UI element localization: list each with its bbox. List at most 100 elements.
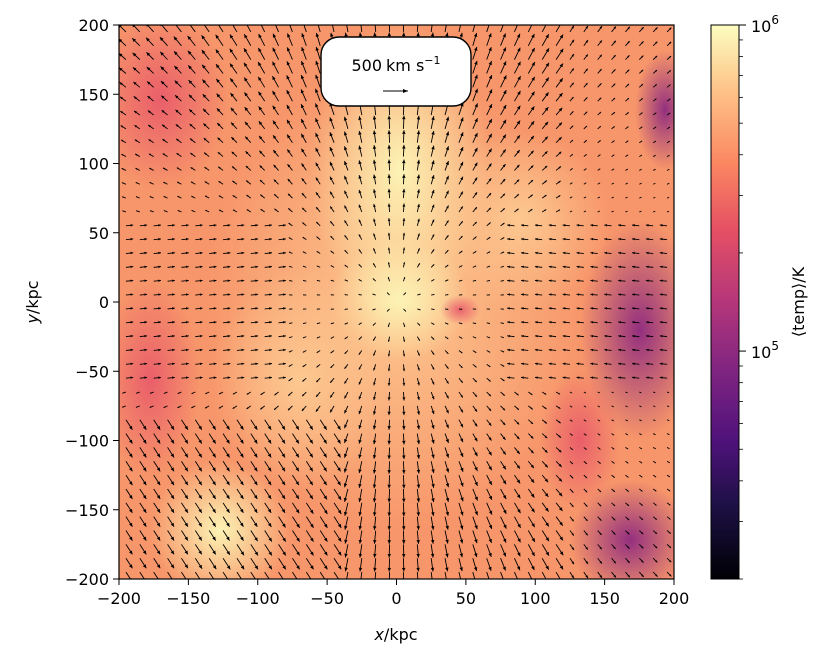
quiver-arrowhead: [576, 320, 580, 324]
quiver-arrowhead: [627, 41, 630, 44]
quiver-arrowhead: [640, 98, 643, 100]
quiver-arrowhead: [618, 362, 621, 366]
quiver-arrowhead: [585, 476, 588, 479]
quiver-arrowhead: [323, 467, 327, 472]
quiver-arrowhead: [571, 518, 574, 522]
quiver-arrowhead: [302, 222, 305, 225]
quiver-arrowhead: [373, 218, 376, 222]
quiver-arrowhead: [296, 523, 300, 528]
quiver-arrowhead: [544, 435, 548, 439]
quiver-arrowhead: [562, 320, 566, 324]
quiver-arrowhead: [268, 551, 272, 556]
quiver-arrowhead: [190, 167, 193, 170]
quiver-arrowhead: [343, 468, 348, 473]
quiver-arrow: [652, 154, 656, 157]
quiver-arrowhead: [488, 393, 491, 397]
quiver-arrowhead: [640, 489, 643, 492]
quiver-arrowhead: [212, 439, 216, 444]
quiver-arrowhead: [488, 47, 492, 52]
quiver-arrowhead: [416, 567, 420, 572]
quiver-arrowhead: [604, 348, 608, 352]
quiver-arrowhead: [337, 523, 342, 528]
quiver-arrowhead: [119, 38, 123, 43]
quiver-arrowhead: [281, 508, 286, 513]
quiver-arrowhead: [618, 320, 621, 324]
quiver-arrowhead: [283, 265, 286, 269]
quiver-arrowhead: [216, 93, 221, 98]
quiver-arrowhead: [558, 122, 562, 126]
quiver-arrowhead: [315, 103, 319, 108]
quiver-arrowhead: [545, 77, 549, 82]
quiver-arrowhead: [358, 308, 360, 310]
quiver-arrowhead: [417, 218, 420, 222]
quiver-arrowhead: [372, 145, 377, 149]
quiver-arrowhead: [488, 75, 493, 80]
quiver-arrowhead: [243, 48, 248, 53]
quiver-arrowhead: [474, 437, 478, 442]
quiver-arrowhead: [641, 546, 644, 549]
quiver-arrowhead: [241, 279, 245, 283]
quiver-arrowhead: [323, 551, 328, 556]
quiver-arrow: [611, 168, 615, 171]
quiver-arrowhead: [343, 116, 348, 121]
quiver-arrow: [611, 196, 614, 199]
quiver-arrowhead: [585, 25, 588, 29]
quiver-arrowhead: [388, 339, 390, 342]
quiver-arrowhead: [488, 495, 492, 500]
quiver-arrowhead: [387, 426, 391, 430]
quiver-arrowhead: [188, 94, 193, 99]
quiver-arrowhead: [460, 409, 463, 413]
quiver-arrowhead: [507, 348, 510, 352]
quiver-arrowhead: [474, 337, 477, 339]
quiver-arrowhead: [190, 152, 193, 156]
quiver-arrowhead: [530, 106, 535, 111]
quiver-arrowhead: [417, 382, 420, 386]
quiver-arrowhead: [156, 550, 161, 555]
quiver-arrowhead: [253, 522, 258, 527]
quiver-arrowhead: [232, 166, 235, 169]
quiver-arrowhead: [189, 123, 193, 127]
quiver-arrowhead: [283, 224, 286, 227]
quiver-arrowhead: [358, 145, 362, 150]
quiver-arrowhead: [213, 376, 217, 379]
quiver-arrowhead: [146, 52, 151, 57]
quiver-arrowhead: [130, 334, 134, 338]
quiver-arrowhead: [641, 69, 644, 72]
quiver-arrowhead: [358, 469, 362, 474]
quiver-arrowhead: [445, 161, 449, 166]
quiver-arrowhead: [668, 70, 671, 73]
quiver-arrowhead: [585, 68, 588, 72]
quiver-arrowhead: [330, 19, 333, 23]
quiver-arrowhead: [576, 265, 580, 269]
quiver-arrowhead: [272, 120, 277, 125]
quiver-arrowhead: [599, 546, 602, 550]
quiver-arrowhead: [286, 61, 291, 66]
x-tick-label: −150: [166, 589, 210, 608]
quiver-arrowhead: [517, 61, 521, 66]
quiver-arrowhead: [258, 91, 262, 96]
quiver-arrowhead: [129, 550, 133, 555]
quiver-arrowhead: [205, 210, 208, 212]
quiver-arrowhead: [655, 41, 658, 44]
quiver-arrowhead: [344, 438, 348, 443]
quiver-arrowhead: [502, 451, 506, 455]
quiver-arrowhead: [172, 237, 175, 241]
quiver-arrow: [260, 25, 266, 33]
quiver-arrowhead: [545, 507, 549, 512]
quiver-arrowhead: [534, 362, 538, 366]
quiver-arrowhead: [323, 537, 328, 542]
quiver-arrowhead: [416, 19, 419, 23]
quiver-arrowhead: [562, 265, 566, 269]
quiver-arrowhead: [516, 407, 519, 410]
quiver-arrowhead: [502, 178, 506, 182]
quiver-arrowhead: [187, 50, 192, 55]
quiver-arrowhead: [585, 490, 588, 493]
quiver-arrowhead: [627, 546, 630, 549]
quiver-arrowhead: [227, 237, 231, 241]
quiver-arrowhead: [446, 337, 449, 339]
quiver-arrowhead: [585, 97, 588, 100]
quiver-arrowhead: [418, 324, 421, 326]
quiver-arrowhead: [245, 151, 249, 155]
quiver-arrowhead: [474, 408, 478, 412]
quiver-arrowhead: [358, 553, 363, 558]
